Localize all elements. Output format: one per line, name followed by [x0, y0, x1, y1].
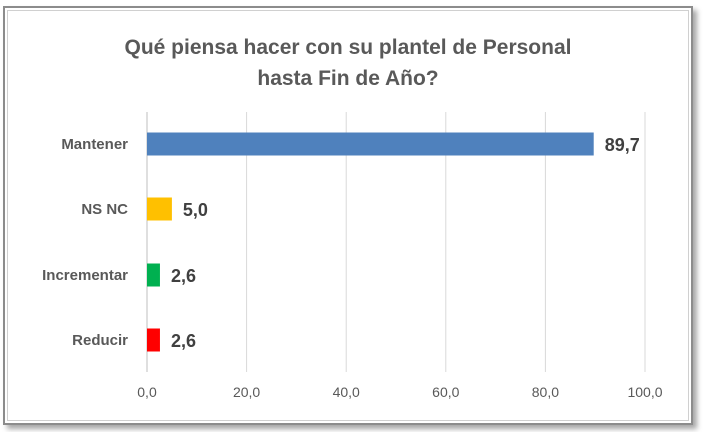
bar-2: [147, 263, 160, 287]
x-tick-label-2: 40,0: [333, 384, 360, 400]
bar-3: [147, 328, 160, 352]
chart-title-line-1: Qué piensa hacer con su plantel de Perso…: [124, 36, 572, 59]
value-label-2: 2,6: [171, 266, 196, 286]
x-tick-label-5: 100,0: [627, 384, 662, 400]
category-label-3: Reducir: [72, 332, 128, 349]
bar-1: [147, 197, 172, 221]
value-label-3: 2,6: [171, 331, 196, 351]
value-label-0: 89,7: [605, 135, 640, 155]
x-tick-label-1: 20,0: [233, 384, 260, 400]
bar-0: [147, 132, 594, 156]
chart-inner-border: [7, 10, 689, 421]
chart-frame: Qué piensa hacer con su plantel de Perso…: [3, 6, 693, 425]
value-label-1: 5,0: [183, 200, 208, 220]
category-label-0: Mantener: [61, 136, 128, 153]
chart-title-line-2: hasta Fin de Año?: [257, 67, 439, 90]
category-label-1: NS NC: [81, 201, 128, 218]
category-label-2: Incrementar: [42, 267, 128, 284]
x-tick-label-0: 0,0: [137, 384, 157, 400]
x-tick-label-4: 80,0: [532, 384, 559, 400]
chart-title: Qué piensa hacer con su plantel de Perso…: [5, 32, 691, 94]
x-tick-label-3: 60,0: [432, 384, 459, 400]
